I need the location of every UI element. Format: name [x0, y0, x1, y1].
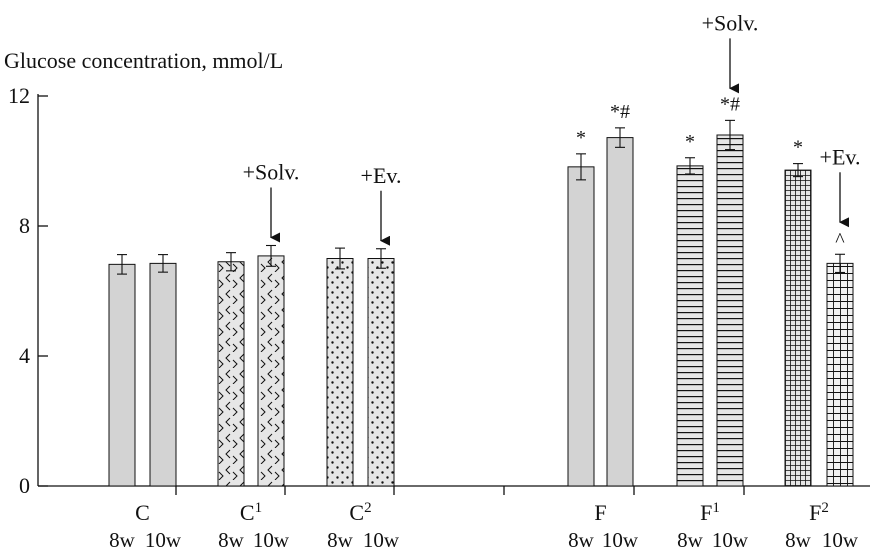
bar-label: 8w: [785, 528, 812, 552]
group-label-superscript: 1: [255, 500, 263, 516]
group-label: C2: [349, 500, 371, 525]
y-tick-label: 4: [19, 343, 30, 368]
bar-label: 10w: [822, 528, 859, 552]
y-tick-label: 12: [8, 83, 30, 108]
bar-label: 10w: [145, 528, 182, 552]
bar-label: 10w: [253, 528, 290, 552]
y-tick-label: 8: [19, 213, 30, 238]
bar: [568, 167, 594, 486]
bar-label: 8w: [677, 528, 704, 552]
bar-label: 8w: [327, 528, 354, 552]
bar-label: 10w: [602, 528, 639, 552]
annotation-label: +Ev.: [820, 144, 861, 169]
bar: [150, 263, 176, 486]
significance-mark: *#: [610, 101, 630, 123]
group-label: C1: [240, 500, 262, 525]
bar: [109, 264, 135, 486]
significance-mark: *#: [720, 93, 740, 115]
group-label: F: [594, 500, 606, 525]
bar: [327, 259, 353, 487]
bar-label: 8w: [568, 528, 595, 552]
annotation-label: +Ev.: [361, 163, 402, 188]
group-label-superscript: 2: [821, 500, 829, 516]
group-label: F1: [700, 500, 720, 525]
significance-mark: *: [685, 131, 695, 153]
group-label-superscript: 1: [712, 500, 720, 516]
bar-label: 10w: [712, 528, 749, 552]
bar-label: 8w: [218, 528, 245, 552]
y-tick-label: 0: [19, 473, 30, 498]
bar: [607, 138, 633, 486]
bar-label: 10w: [363, 528, 400, 552]
bar-label: 8w: [109, 528, 136, 552]
bars: [109, 120, 853, 486]
significance-mark: *: [793, 137, 803, 159]
bar: [785, 170, 811, 486]
bar: [218, 262, 244, 486]
annotation-label: +Solv.: [702, 10, 759, 35]
bar: [368, 259, 394, 487]
significance-mark: *: [576, 127, 586, 149]
group-label: C: [135, 500, 150, 525]
group-label-superscript: 2: [364, 500, 372, 516]
bar: [677, 166, 703, 486]
significance-mark: ^: [835, 229, 845, 251]
group-label: F2: [809, 500, 829, 525]
bar: [827, 263, 853, 486]
bar: [258, 256, 284, 486]
annotation-label: +Solv.: [243, 160, 300, 185]
bar: [717, 135, 743, 486]
